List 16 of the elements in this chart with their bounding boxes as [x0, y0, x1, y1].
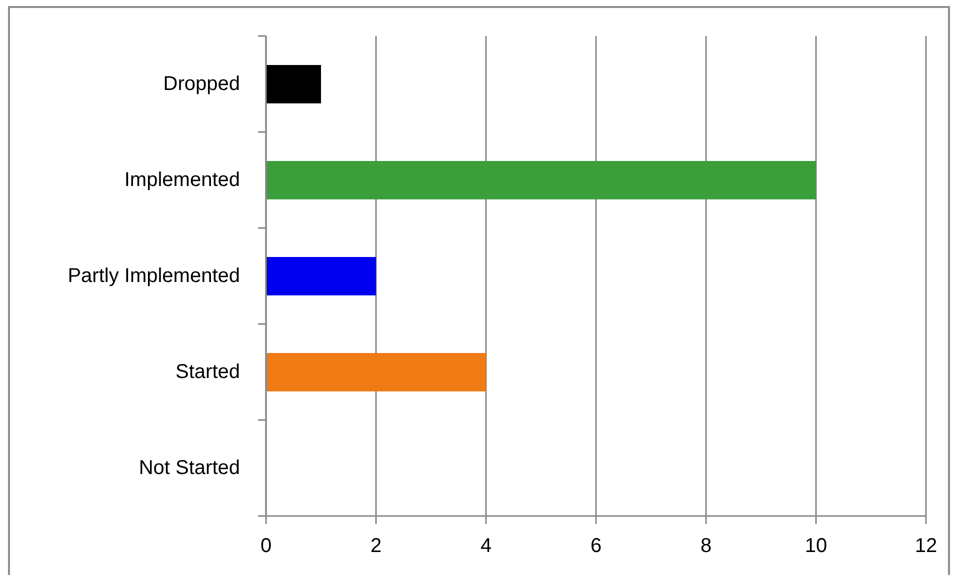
x-tick-label: 2 — [370, 535, 382, 558]
x-tick-label: 4 — [480, 535, 492, 558]
y-tick-label: Partly Implemented — [68, 265, 240, 287]
x-tick-label: 10 — [804, 535, 828, 558]
x-tick-label: 12 — [914, 535, 938, 558]
y-tick-label: Dropped — [163, 73, 240, 95]
x-tick-label: 8 — [700, 535, 712, 558]
x-tick-label: 0 — [260, 535, 272, 558]
y-tick-label: Implemented — [124, 169, 240, 191]
bar — [266, 353, 486, 392]
bar — [266, 257, 376, 296]
y-tick-label: Not Started — [138, 457, 240, 479]
bar — [266, 65, 321, 104]
x-tick-label: 6 — [590, 535, 602, 558]
bar — [266, 161, 816, 200]
y-tick-label: Started — [176, 361, 240, 383]
